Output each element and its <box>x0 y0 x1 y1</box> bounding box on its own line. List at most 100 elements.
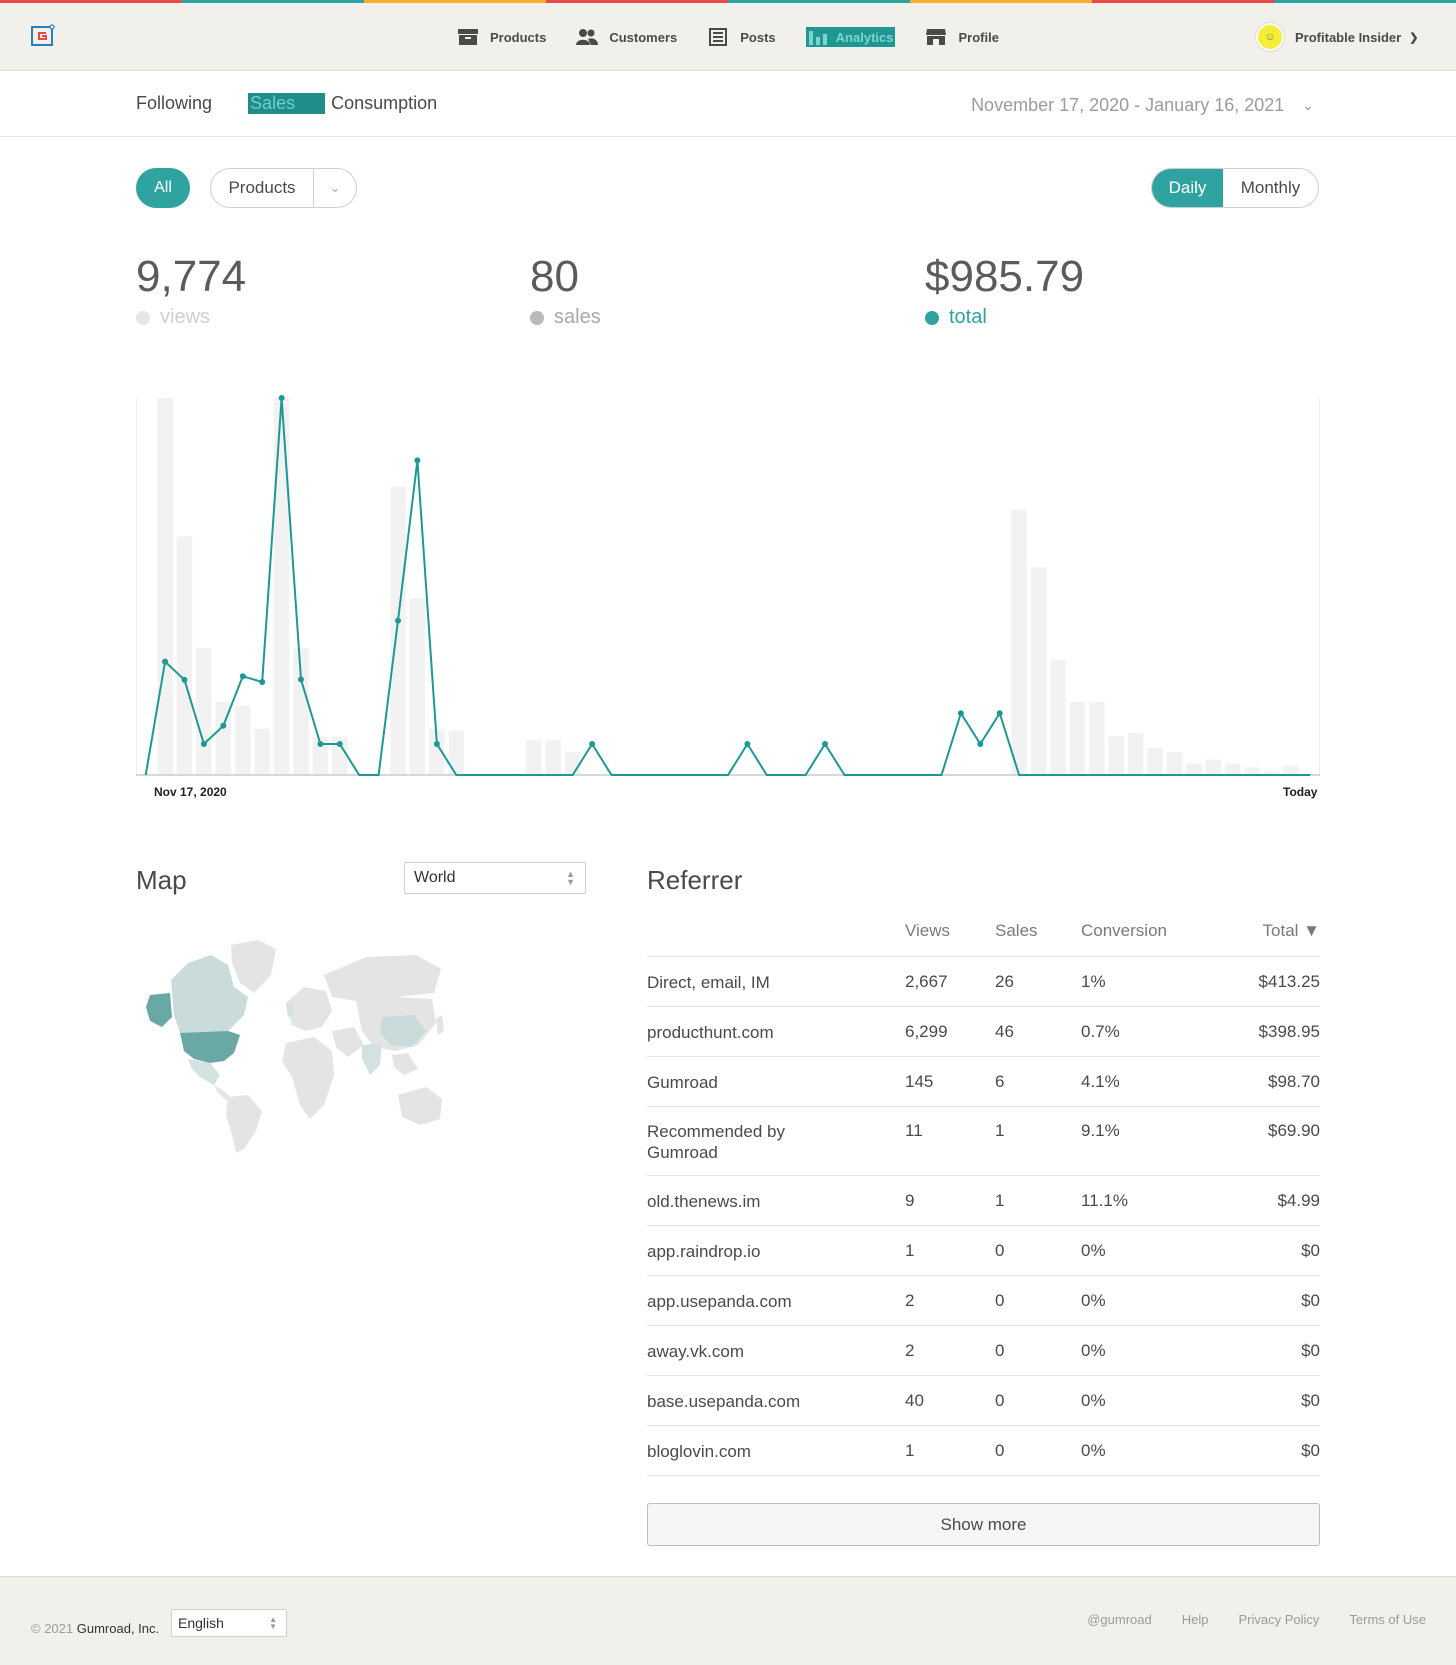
nav-products[interactable]: Products <box>457 25 546 49</box>
daily-button[interactable]: Daily <box>1152 169 1223 207</box>
views-bar[interactable] <box>1283 765 1299 775</box>
show-more-button[interactable]: Show more <box>647 1503 1320 1546</box>
map-europe[interactable] <box>286 987 332 1031</box>
footer-link-help[interactable]: Help <box>1181 1612 1209 1627</box>
revenue-point[interactable] <box>220 722 227 729</box>
tab-consumption[interactable]: Consumption <box>331 93 438 113</box>
map-southeast-asia[interactable] <box>392 1053 418 1075</box>
views-bar[interactable] <box>1050 659 1066 775</box>
referrer-conversion: 0.7% <box>1081 1022 1120 1041</box>
map-mexico[interactable] <box>188 1059 220 1085</box>
views-bar[interactable] <box>293 648 309 775</box>
revenue-point[interactable] <box>433 741 440 747</box>
revenue-point[interactable] <box>996 710 1003 717</box>
views-bar[interactable] <box>565 751 581 775</box>
views-bar[interactable] <box>1089 701 1105 775</box>
views-bar[interactable] <box>1166 751 1183 775</box>
map-africa[interactable] <box>282 1037 334 1119</box>
filter-all-button[interactable]: All <box>136 168 190 208</box>
map-uk[interactable] <box>286 1001 294 1017</box>
stat-views: 9,774 views <box>136 252 246 329</box>
views-bar[interactable] <box>196 648 212 775</box>
world-map[interactable] <box>136 935 466 1155</box>
revenue-point[interactable] <box>589 741 596 747</box>
views-bar[interactable] <box>1225 763 1241 776</box>
nav-analytics[interactable]: Analytics <box>805 25 896 49</box>
language-select[interactable]: English ▲ ▼ <box>171 1609 287 1637</box>
views-bar[interactable] <box>1263 771 1280 775</box>
header-total[interactable]: Total ▼ <box>1262 921 1320 940</box>
nav-customers[interactable]: Customers <box>576 25 677 49</box>
header-views[interactable]: Views <box>905 921 951 940</box>
footer-link-terms[interactable]: Terms of Use <box>1349 1612 1426 1627</box>
gumroad-logo-icon[interactable] <box>31 24 55 48</box>
map-alaska[interactable] <box>146 993 172 1027</box>
nav-posts[interactable]: Posts <box>707 25 776 49</box>
revenue-point[interactable] <box>239 673 246 680</box>
map-south-america[interactable] <box>226 1095 262 1153</box>
stat-views-label: views <box>160 306 211 328</box>
views-bar[interactable] <box>215 701 231 775</box>
revenue-point[interactable] <box>957 710 964 717</box>
map-region-select[interactable]: World ▲ ▼ <box>404 862 586 894</box>
views-bar[interactable] <box>1108 736 1124 776</box>
views-bar[interactable] <box>1030 567 1047 775</box>
map-india[interactable] <box>362 1043 382 1075</box>
views-bar[interactable] <box>1205 759 1221 775</box>
map-central-america[interactable] <box>214 1085 230 1100</box>
map-japan[interactable] <box>436 1015 444 1035</box>
revenue-point[interactable] <box>200 741 207 747</box>
referrer-total: $69.90 <box>1268 1121 1320 1140</box>
map-russia[interactable] <box>324 955 441 1001</box>
views-bar[interactable] <box>409 598 426 775</box>
revenue-point[interactable] <box>162 658 169 665</box>
nav-label-analytics: Analytics <box>805 27 896 47</box>
views-bar[interactable] <box>273 398 290 775</box>
views-bar[interactable] <box>312 736 329 776</box>
tab-following[interactable]: Following <box>136 93 213 113</box>
products-filter-select[interactable]: Products ⌄ <box>210 168 357 208</box>
revenue-point[interactable] <box>744 741 751 747</box>
revenue-point[interactable] <box>298 676 304 683</box>
views-bar[interactable] <box>1147 748 1163 775</box>
footer-link-privacy[interactable]: Privacy Policy <box>1238 1612 1320 1627</box>
views-bar[interactable] <box>448 730 464 775</box>
map-australia[interactable] <box>398 1087 442 1125</box>
revenue-point[interactable] <box>414 457 421 464</box>
revenue-point[interactable] <box>395 617 401 624</box>
views-bar[interactable] <box>526 740 542 775</box>
nav-profile[interactable]: Profile <box>925 25 999 49</box>
views-bar[interactable] <box>157 398 173 775</box>
date-range-picker[interactable]: November 17, 2020 - January 16, 2021 ⌄ <box>971 95 1314 116</box>
tab-sales[interactable]: Sales <box>248 93 326 114</box>
revenue-point[interactable] <box>977 741 984 747</box>
views-bar[interactable] <box>254 728 270 775</box>
map-china[interactable] <box>380 1015 426 1047</box>
map-greenland[interactable] <box>231 940 276 993</box>
monthly-button[interactable]: Monthly <box>1240 178 1301 197</box>
header-sales[interactable]: Sales <box>995 921 1038 940</box>
views-bar[interactable] <box>235 705 251 775</box>
footer-link-twitter[interactable]: @gumroad <box>1087 1612 1152 1627</box>
views-bar[interactable] <box>429 728 445 775</box>
revenue-point[interactable] <box>317 741 324 747</box>
map-middle-east[interactable] <box>332 1027 364 1057</box>
map-usa[interactable] <box>180 1031 240 1063</box>
views-bar[interactable] <box>390 486 406 776</box>
revenue-point[interactable] <box>259 679 266 685</box>
revenue-point[interactable] <box>822 741 828 747</box>
header-conversion[interactable]: Conversion <box>1081 921 1167 940</box>
views-bar[interactable] <box>1011 509 1027 775</box>
revenue-point[interactable] <box>181 676 188 683</box>
revenue-point[interactable] <box>336 741 343 747</box>
views-bar[interactable] <box>545 740 561 775</box>
views-bar[interactable] <box>1127 732 1144 775</box>
views-bar[interactable] <box>1069 701 1086 775</box>
views-bar[interactable] <box>1244 767 1260 775</box>
views-bar[interactable] <box>176 536 193 776</box>
revenue-point[interactable] <box>278 395 285 401</box>
views-bar[interactable] <box>1186 763 1202 776</box>
map-canada[interactable] <box>171 955 248 1035</box>
views-bar[interactable] <box>332 736 348 776</box>
user-menu[interactable]: ☺ Profitable Insider ❯ <box>1256 23 1418 51</box>
